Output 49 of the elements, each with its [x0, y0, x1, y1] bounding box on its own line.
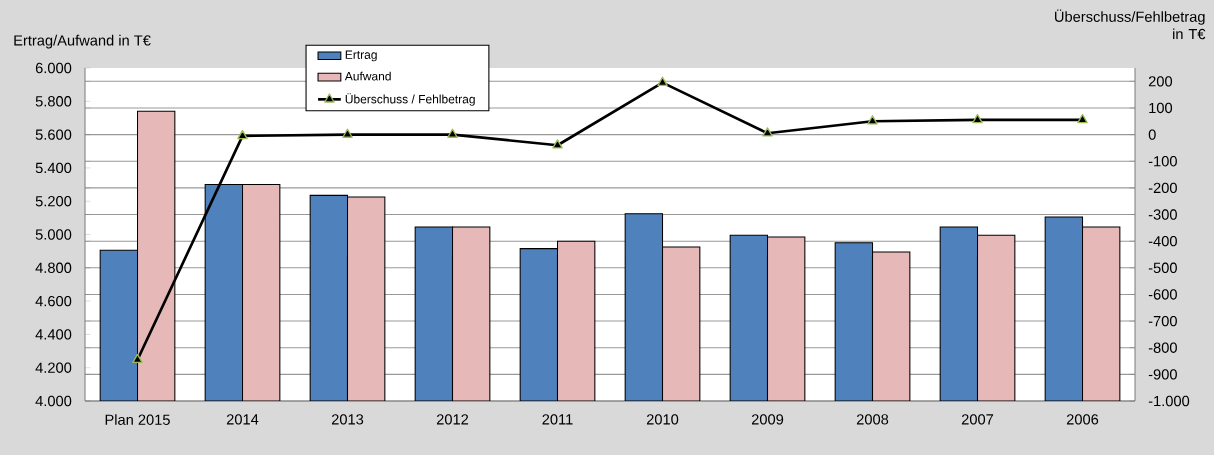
legend-label: Überschuss / Fehlbetrag [345, 93, 475, 106]
point [762, 127, 773, 137]
point [972, 113, 983, 124]
y-tick-label: 5.800 [35, 96, 72, 107]
point [1077, 113, 1088, 124]
x-tick-label: 2011 [542, 414, 573, 425]
point [237, 129, 248, 140]
y2-tick-label: -300 [1148, 209, 1177, 220]
y-tick-label: 4.600 [35, 295, 72, 307]
legend-label: Aufwand [344, 71, 391, 81]
y-tick-label: 5.400 [35, 162, 72, 174]
y2-tick-label: 0 [1148, 129, 1156, 140]
y2-axis-title: Überschuss/Fehlbetrag in T€ [1055, 9, 1206, 40]
y-tick-label: 6.000 [35, 62, 72, 74]
legend-label: Ertrag [345, 50, 377, 62]
x-tick-label: 2013 [331, 414, 364, 425]
x-tick-label: 2012 [436, 414, 469, 425]
y-tick-label: 4.400 [35, 329, 72, 340]
y2-tick-label: -700 [1148, 315, 1177, 327]
y-tick-label: 5.600 [35, 129, 72, 140]
y2-tick-label: -200 [1148, 182, 1177, 194]
y2-tick-label: 100 [1149, 102, 1173, 114]
y2-tick-label: -100 [1148, 156, 1177, 167]
x-tick-label: Plan 2015 [105, 414, 170, 425]
y2-tick-label: -500 [1148, 262, 1177, 273]
point [552, 139, 563, 149]
x-tick-label: 2010 [646, 414, 679, 425]
point [342, 128, 353, 138]
y2-tick-label: -1.000 [1148, 395, 1190, 407]
y2-tick-label: -900 [1148, 369, 1177, 380]
y-tick-label: 4.200 [35, 362, 72, 373]
y-axis-title: Ertrag/Aufwand in T€ [14, 34, 151, 49]
y-tick-label: 5.000 [35, 229, 72, 240]
y-tick-label: 4.000 [35, 395, 72, 407]
y2-tick-label: -400 [1148, 235, 1177, 247]
x-tick-label: 2008 [856, 414, 889, 425]
point [447, 128, 458, 138]
y2-tick-label: -600 [1148, 289, 1177, 300]
y2-tick-label: -800 [1148, 342, 1177, 353]
x-tick-label: 2007 [961, 414, 994, 425]
point [657, 76, 668, 86]
x-tick-label: 2006 [1066, 414, 1099, 425]
y2-tick-label: 200 [1148, 76, 1173, 87]
point [867, 115, 878, 125]
point [132, 353, 143, 364]
y-tick-label: 5.200 [35, 196, 72, 207]
x-tick-label: 2009 [751, 414, 784, 425]
x-tick-label: 2014 [226, 414, 259, 425]
y-tick-label: 4.800 [35, 262, 72, 273]
